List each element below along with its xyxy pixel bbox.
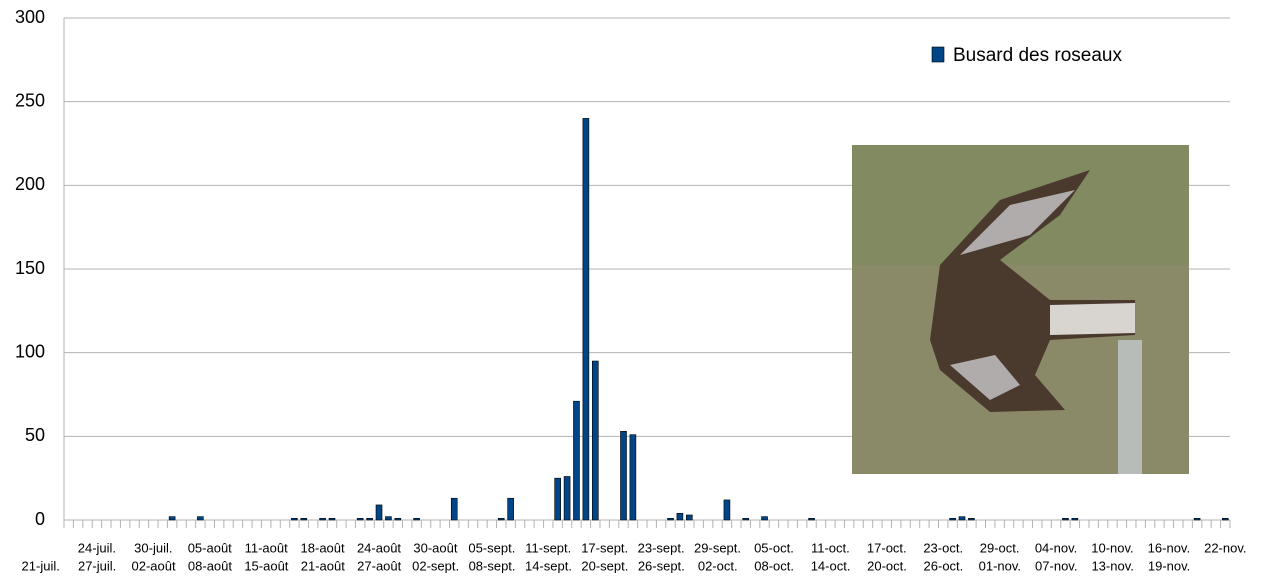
legend-swatch [931,46,945,63]
y-tick-label: 200 [15,174,45,194]
bar [168,516,176,521]
x-tick-label: 08-oct. [754,558,794,573]
x-tick-label: 23-oct. [923,540,963,555]
bar [761,516,768,521]
x-tick-label: 04-nov. [1035,540,1077,555]
x-tick-label: 20-sept. [581,558,628,573]
x-tick-label: 19-nov. [1148,558,1190,573]
bar [300,518,308,521]
bar [582,118,590,521]
x-tick-label: 29-sept. [694,540,741,555]
bar [742,518,750,521]
bar [667,518,674,521]
legend-label: Busard des roseaux [953,45,1122,66]
x-tick-label: 08-août [188,558,232,573]
x-tick-label: 17-sept. [581,540,628,555]
y-tick-label: 300 [15,7,45,27]
x-tick-label: 13-nov. [1091,558,1133,573]
x-tick-label: 21-juil. [22,558,60,573]
x-tick-label: 21-août [301,558,345,573]
y-tick-label: 0 [35,509,45,529]
bar [394,518,402,521]
y-tick-label: 50 [25,425,45,445]
bar [1071,518,1079,521]
bar [291,518,298,521]
x-tick-label: 02-sept. [412,558,459,573]
x-tick-label: 26-sept. [638,558,685,573]
bar [573,400,580,521]
bar [629,434,637,521]
x-tick-label: 11-oct. [811,540,850,555]
x-tick-label: 05-sept. [468,540,515,555]
x-tick-label: 24-août [357,540,401,555]
x-tick-label: 23-sept. [638,540,685,555]
x-tick-label: 11-août [245,540,289,555]
bar [808,518,815,521]
bar [676,513,684,521]
bar [497,518,505,521]
x-tick-label: 20-oct. [867,558,907,573]
x-tick-label: 17-oct. [867,540,907,555]
bar [554,477,561,521]
photo [852,145,1189,474]
x-tick-label: 18-août [301,540,345,555]
x-tick-label: 05-oct. [754,540,794,555]
bar [1221,518,1229,521]
x-tick-label: 01-nov. [979,558,1021,573]
bar [1193,518,1201,521]
x-tick-label: 05-août [188,540,232,555]
bar [968,518,975,521]
bar [1062,518,1069,521]
x-tick-label: 02-oct. [698,558,738,573]
y-tick-label: 250 [15,90,45,110]
x-tick-label: 15-août [244,558,288,573]
x-tick-label: 26-oct. [924,558,964,573]
bar [591,360,599,521]
x-tick-label: 27-juil. [78,558,116,573]
bar [507,497,514,521]
x-tick-label: 29-oct. [980,540,1020,555]
x-tick-label: 16-nov. [1148,540,1190,555]
x-tick-label: 11-sept. [525,540,571,555]
bar [375,504,383,521]
bar [450,497,458,521]
bar [958,516,966,521]
x-tick-label: 14-oct. [811,558,851,573]
y-tick-label: 100 [15,341,45,361]
bar [949,518,956,521]
bar [319,518,326,521]
bar [686,514,693,521]
bar [356,518,364,521]
bar [620,431,627,521]
bar [328,518,336,521]
x-tick-label: 30-août [413,540,457,555]
y-tick-label: 150 [15,258,45,278]
x-tick-label: 24-juil. [78,540,116,555]
x-tick-label: 27-août [357,558,401,573]
bar [723,499,731,521]
bar [385,516,392,521]
x-tick-label: 30-juil. [134,540,172,555]
x-tick-label: 08-sept. [469,558,516,573]
bar [563,476,571,521]
x-tick-label: 10-nov. [1091,540,1133,555]
bar [366,518,373,521]
x-tick-label: 22-nov. [1204,540,1246,555]
bar [197,516,204,521]
bar [413,518,420,521]
x-tick-label: 02-août [131,558,175,573]
x-tick-label: 14-sept. [525,558,572,573]
x-tick-label: 07-nov. [1035,558,1077,573]
